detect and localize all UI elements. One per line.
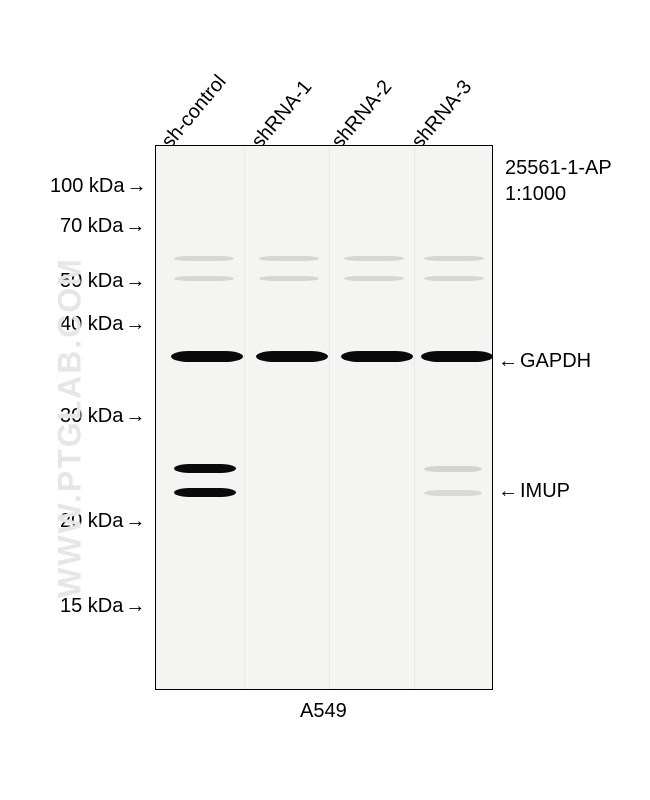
antibody-id: 25561-1-AP: [505, 155, 612, 181]
lane-edge: [329, 146, 330, 689]
mw-100kda: 100 kDa→: [50, 175, 147, 198]
mw-30kda: 30 kDa→: [60, 405, 145, 428]
imup-band-upper-lane1: [174, 464, 236, 473]
arrow-right-icon: →: [127, 175, 147, 198]
lane-edge: [414, 146, 415, 689]
figure-container: WWW.PTGLAB.COM sh-control shRNA-1 shRNA-…: [0, 0, 650, 800]
imup-faint-lower-lane4: [424, 490, 482, 496]
imup-band-lower-lane1: [174, 488, 236, 497]
faint-band: [344, 256, 404, 261]
faint-band: [259, 256, 319, 261]
mw-50kda: 50 kDa→: [60, 270, 145, 293]
faint-band: [174, 276, 234, 281]
arrow-left-icon: ←: [498, 350, 518, 373]
blot-membrane: [155, 145, 493, 690]
gapdh-band-lane1: [171, 351, 243, 362]
gapdh-band-lane2: [256, 351, 328, 362]
mw-15kda: 15 kDa→: [60, 595, 145, 618]
antibody-info: 25561-1-AP 1:1000: [505, 155, 612, 207]
arrow-right-icon: →: [125, 595, 145, 618]
faint-band: [344, 276, 404, 281]
mw-70kda: 70 kDa→: [60, 215, 145, 238]
mw-40kda: 40 kDa→: [60, 313, 145, 336]
cell-line-label: A549: [300, 700, 347, 723]
faint-band: [424, 256, 484, 261]
arrow-right-icon: →: [125, 405, 145, 428]
antibody-dilution: 1:1000: [505, 181, 612, 207]
lane-edge: [244, 146, 245, 689]
gapdh-band-lane3: [341, 351, 413, 362]
gapdh-band-lane4: [421, 351, 493, 362]
arrow-right-icon: →: [125, 215, 145, 238]
faint-band: [174, 256, 234, 261]
lane-label-sh-control: sh-control: [157, 71, 231, 153]
mw-20kda: 20 kDa→: [60, 510, 145, 533]
imup-faint-upper-lane4: [424, 466, 482, 472]
target-imup: ←IMUP: [498, 480, 570, 503]
arrow-right-icon: →: [125, 313, 145, 336]
faint-band: [424, 276, 484, 281]
lane-label-shrna-3: shRNA-3: [407, 76, 477, 153]
target-gapdh: ←GAPDH: [498, 350, 591, 373]
arrow-right-icon: →: [125, 270, 145, 293]
lane-label-shrna-1: shRNA-1: [247, 76, 317, 153]
faint-band: [259, 276, 319, 281]
arrow-right-icon: →: [125, 510, 145, 533]
arrow-left-icon: ←: [498, 480, 518, 503]
lane-label-shrna-2: shRNA-2: [327, 76, 397, 153]
